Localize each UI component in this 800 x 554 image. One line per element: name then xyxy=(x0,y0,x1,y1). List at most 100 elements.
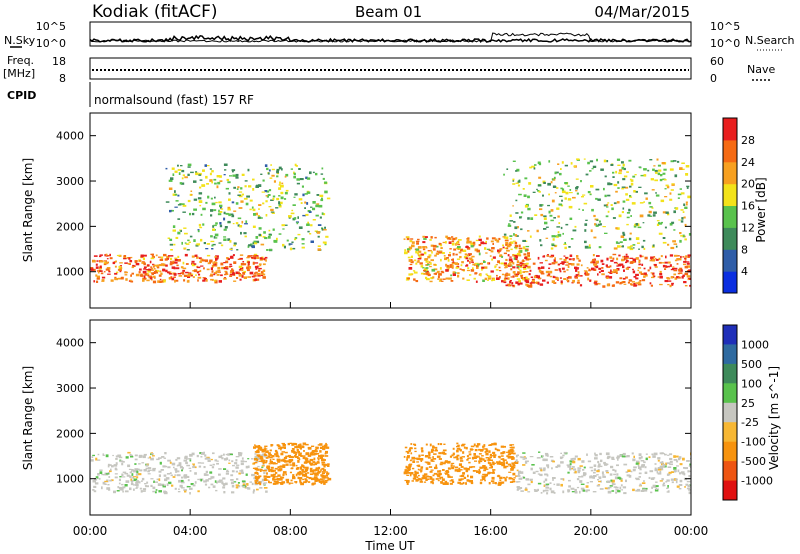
heatmap-cell-1 xyxy=(227,208,231,211)
heatmap-cell-1 xyxy=(288,482,291,485)
heatmap-cell-3 xyxy=(577,470,580,474)
heatmap-cell-1 xyxy=(270,444,274,446)
heatmap-cell-2 xyxy=(507,273,511,276)
heatmap-cell-3 xyxy=(574,470,577,474)
heatmap-cell-3 xyxy=(575,276,578,279)
heatmap-cell-3 xyxy=(517,254,522,257)
heatmap-cell-3 xyxy=(563,451,567,454)
heatmap-cell-3 xyxy=(625,255,629,259)
heatmap-cell-0 xyxy=(215,262,218,264)
heatmap-cell-1 xyxy=(323,229,327,231)
heatmap-cell-0 xyxy=(95,266,99,269)
heatmap-cell-0 xyxy=(235,456,240,458)
heatmap-cell-1 xyxy=(243,197,248,200)
heatmap-cell-4 xyxy=(603,187,605,191)
heatmap-cell-0 xyxy=(107,463,110,466)
heatmap-cell-2 xyxy=(428,476,432,478)
heatmap-cell-3 xyxy=(509,256,512,258)
heatmap-cell-3 xyxy=(514,273,518,276)
heatmap-cell-0 xyxy=(182,269,185,272)
heatmap-cell-1 xyxy=(199,172,202,176)
heatmap-cell-4 xyxy=(512,205,514,207)
heatmap-cell-0 xyxy=(255,271,258,274)
heatmap-cell-0 xyxy=(90,267,93,269)
heatmap-cell-0 xyxy=(99,255,102,258)
heatmap-cell-3 xyxy=(635,282,638,284)
heatmap-cell-1 xyxy=(268,453,272,456)
heatmap-cell-2 xyxy=(459,483,464,485)
heatmap-cell-1 xyxy=(283,444,286,446)
heatmap-cell-1 xyxy=(244,180,248,182)
heatmap-cell-0 xyxy=(216,273,220,276)
heatmap-cell-0 xyxy=(261,465,265,467)
heatmap-cell-2 xyxy=(408,246,413,250)
heatmap-cell-4 xyxy=(617,164,621,166)
heatmap-cell-4 xyxy=(682,211,685,213)
heatmap-cell-3 xyxy=(560,483,563,487)
heatmap-cell-2 xyxy=(527,265,529,269)
heatmap-cell-4 xyxy=(655,171,658,174)
heatmap-cell-0 xyxy=(176,465,179,467)
freq-unit: [MHz] xyxy=(3,67,35,80)
heatmap-cell-3 xyxy=(651,258,655,262)
heatmap-cell-0 xyxy=(195,254,198,257)
heatmap-cell-1 xyxy=(193,180,197,183)
heatmap-cell-1 xyxy=(285,455,289,458)
heatmap-cell-1 xyxy=(236,249,239,251)
heatmap-cell-0 xyxy=(262,276,266,279)
heatmap-cell-0 xyxy=(252,490,255,494)
heatmap-cell-0 xyxy=(124,484,128,487)
heatmap-cell-0 xyxy=(231,460,234,463)
heatmap-cell-4 xyxy=(649,159,653,161)
heatmap-cell-2 xyxy=(439,250,443,253)
heatmap-cell-2 xyxy=(423,269,426,272)
heatmap-cell-3 xyxy=(657,276,660,278)
heatmap-cell-1 xyxy=(288,459,291,461)
heatmap-cell-0 xyxy=(107,273,111,275)
heatmap-cell-0 xyxy=(200,478,203,482)
heatmap-cell-4 xyxy=(523,194,527,197)
heatmap-cell-0 xyxy=(253,274,257,277)
heatmap-cell-4 xyxy=(621,245,624,248)
heatmap-cell-0 xyxy=(191,452,195,456)
heatmap-cell-2 xyxy=(490,472,494,474)
heatmap-cell-0 xyxy=(215,270,220,273)
heatmap-cell-4 xyxy=(634,223,637,226)
heatmap-cell-0 xyxy=(143,275,146,279)
heatmap-cell-0 xyxy=(108,270,110,272)
heatmap-cell-1 xyxy=(274,467,278,470)
heatmap-cell-3 xyxy=(519,282,523,285)
heatmap-cell-4 xyxy=(644,192,648,195)
heatmap-cell-2 xyxy=(481,455,484,457)
heatmap-cell-1 xyxy=(177,194,180,197)
heatmap-cell-2 xyxy=(414,259,417,262)
heatmap-cell-0 xyxy=(226,457,228,461)
heatmap-cell-0 xyxy=(229,275,233,277)
heatmap-cell-0 xyxy=(174,258,178,262)
heatmap-cell-1 xyxy=(220,244,224,247)
heatmap-cell-4 xyxy=(508,223,511,225)
heatmap-cell-2 xyxy=(489,453,492,457)
heatmap-cell-4 xyxy=(663,179,667,181)
heatmap-cell-3 xyxy=(549,256,554,258)
heatmap-cell-3 xyxy=(520,456,525,459)
heatmap-cell-1 xyxy=(283,456,288,459)
heatmap-cell-1 xyxy=(254,444,256,446)
heatmap-cell-1 xyxy=(258,208,260,210)
heatmap-cell-3 xyxy=(544,473,548,476)
heatmap-cell-3 xyxy=(545,487,550,489)
heatmap-cell-4 xyxy=(557,163,560,165)
heatmap-cell-1 xyxy=(238,207,243,209)
heatmap-cell-3 xyxy=(529,282,532,285)
heatmap-cell-2 xyxy=(456,448,460,450)
heatmap-cell-4 xyxy=(681,162,685,164)
heatmap-cell-3 xyxy=(655,258,659,261)
heatmap-cell-1 xyxy=(301,468,304,472)
heatmap-cell-3 xyxy=(669,254,674,257)
y-tick-label: 3000 xyxy=(56,175,84,188)
heatmap-cell-2 xyxy=(478,244,482,247)
heatmap-cell-2 xyxy=(451,240,455,243)
heatmap-cell-4 xyxy=(515,170,518,172)
heatmap-cell-0 xyxy=(256,256,259,259)
heatmap-cell-2 xyxy=(493,455,496,458)
